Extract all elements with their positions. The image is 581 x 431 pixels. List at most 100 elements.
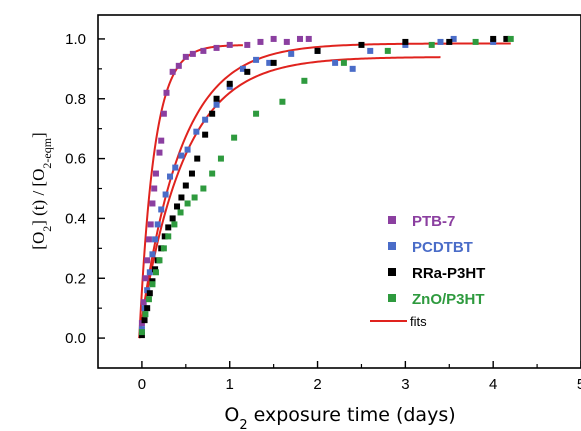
x-tick-label: 2 (313, 376, 321, 393)
point-rra-p3ht (202, 131, 209, 138)
point-rra-p3ht (446, 38, 453, 45)
point-rra-p3ht (314, 47, 321, 54)
y-tick-label: 0.0 (65, 330, 86, 347)
point-ptb-7 (142, 275, 149, 282)
point-zno-p3ht (217, 155, 224, 162)
point-zno-p3ht (472, 38, 479, 45)
point-pcdtbt (288, 50, 295, 57)
point-zno-p3ht (171, 221, 178, 228)
point-pcdtbt (162, 191, 169, 198)
point-rra-p3ht (188, 170, 195, 177)
x-label-pre: O (224, 404, 239, 426)
point-pcdtbt (202, 116, 209, 123)
point-ptb-7 (175, 62, 182, 69)
point-pcdtbt (152, 236, 159, 243)
y-tick-label: 0.6 (65, 151, 86, 168)
point-pcdtbt (266, 59, 273, 66)
legend-label-pcdtbt: PCDTBT (412, 239, 473, 256)
point-pcdtbt (193, 128, 200, 135)
legend-marker-rra-p3ht (388, 268, 396, 276)
y-axis-label: [O2] (t) / [O2-eqm] (29, 132, 54, 249)
plot-frame (97, 14, 581, 369)
point-ptb-7 (283, 38, 290, 45)
y-tick-label: 1.0 (65, 31, 86, 48)
point-zno-p3ht (142, 311, 149, 318)
point-ptb-7 (189, 50, 196, 57)
point-pcdtbt (332, 59, 339, 66)
point-pcdtbt (213, 101, 220, 108)
point-pcdtbt (149, 251, 156, 258)
point-zno-p3ht (279, 98, 286, 105)
point-ptb-7 (149, 200, 156, 207)
point-rra-p3ht (174, 203, 181, 210)
point-zno-p3ht (384, 47, 391, 54)
data-points (138, 35, 514, 339)
point-rra-p3ht (182, 182, 189, 189)
point-ptb-7 (163, 89, 170, 96)
point-pcdtbt (367, 47, 374, 54)
point-rra-p3ht (141, 317, 148, 324)
y-label-part2: ] (t) / [O (29, 169, 48, 226)
y-label-sub1: 2 (40, 226, 54, 232)
point-pcdtbt (239, 65, 246, 72)
point-zno-p3ht (165, 233, 172, 240)
axis-ticks: 0 1 2 3 4 5 0.0 0.2 0.4 0.6 0.8 1.0 (65, 31, 581, 393)
point-zno-p3ht (340, 59, 347, 66)
y-label-part3: ] (29, 132, 48, 138)
point-zno-p3ht (253, 110, 260, 117)
point-pcdtbt (178, 152, 185, 159)
point-ptb-7 (257, 38, 264, 45)
point-rra-p3ht (244, 68, 251, 75)
point-zno-p3ht (177, 209, 184, 216)
point-zno-p3ht (507, 35, 514, 42)
point-ptb-7 (160, 110, 167, 117)
point-ptb-7 (147, 221, 154, 228)
point-rra-p3ht (161, 233, 168, 240)
point-ptb-7 (144, 257, 151, 264)
point-pcdtbt (172, 164, 179, 171)
x-axis-label: O2 exposure time (days) (224, 404, 455, 431)
point-pcdtbt (167, 173, 174, 180)
point-zno-p3ht (149, 281, 156, 288)
x-tick-label: 5 (577, 376, 581, 393)
point-zno-p3ht (138, 329, 145, 336)
y-tick-label: 0.4 (65, 210, 86, 227)
x-tick-label: 0 (138, 376, 146, 393)
point-ptb-7 (140, 299, 147, 306)
point-ptb-7 (145, 236, 152, 243)
point-rra-p3ht (503, 35, 510, 42)
y-tick-label: 0.8 (65, 91, 86, 108)
legend-marker-pcdtbt (388, 242, 396, 250)
point-pcdtbt (349, 65, 356, 72)
point-ptb-7 (270, 35, 277, 42)
point-pcdtbt (184, 146, 191, 153)
point-zno-p3ht (428, 41, 435, 48)
point-zno-p3ht (145, 296, 152, 303)
point-zno-p3ht (209, 170, 216, 177)
point-rra-p3ht (226, 80, 233, 87)
point-ptb-7 (152, 170, 159, 177)
point-rra-p3ht (165, 224, 172, 231)
point-rra-p3ht (213, 95, 220, 102)
legend-label-zno-p3ht: ZnO/P3HT (412, 291, 485, 308)
point-zno-p3ht (152, 269, 159, 276)
x-label-sub: 2 (239, 418, 247, 431)
point-ptb-7 (226, 41, 233, 48)
point-pcdtbt (437, 38, 444, 45)
point-rra-p3ht (178, 194, 185, 201)
point-ptb-7 (305, 35, 312, 42)
point-zno-p3ht (156, 257, 163, 264)
point-ptb-7 (182, 53, 189, 60)
legend-label-ptb-7: PTB-7 (412, 213, 455, 230)
point-rra-p3ht (146, 290, 153, 297)
legend: PTB-7 PCDTBT RRa-P3HT ZnO/P3HT fits (370, 213, 485, 329)
y-tick-label: 0.2 (65, 270, 86, 287)
point-zno-p3ht (200, 185, 207, 192)
x-tick-label: 3 (401, 376, 409, 393)
y-label-part1: [O (29, 232, 48, 250)
point-rra-p3ht (490, 35, 497, 42)
point-rra-p3ht (270, 59, 277, 66)
legend-label-fits: fits (410, 314, 427, 329)
